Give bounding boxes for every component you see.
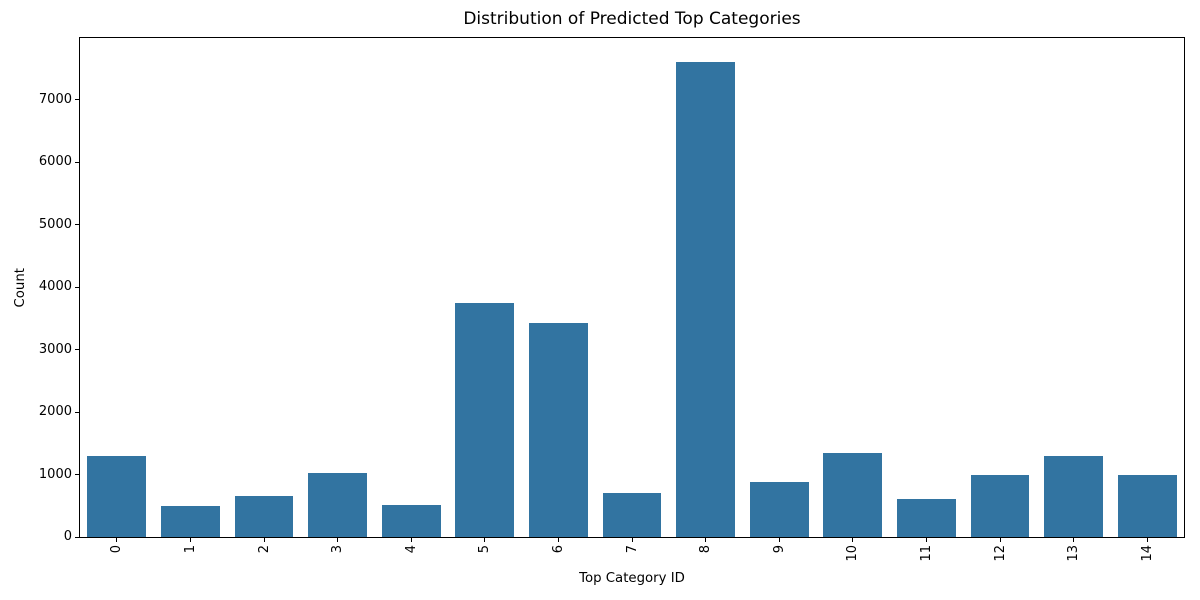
x-tick-label: 4: [403, 545, 419, 554]
bar-category-8: [676, 61, 736, 537]
bar-category-9: [749, 482, 809, 537]
x-tick-mark: [263, 538, 265, 542]
y-tick-label: 7000: [38, 91, 72, 107]
y-tick-label: 6000: [38, 154, 72, 170]
bar-category-11: [896, 498, 956, 537]
x-tick-mark: [631, 538, 633, 542]
y-tick-mark: [75, 99, 79, 101]
y-tick-mark: [75, 224, 79, 226]
y-tick-label: 0: [63, 529, 72, 544]
y-axis-label: Count: [13, 267, 28, 308]
y-tick-label: 3000: [38, 341, 72, 357]
bar-category-0: [87, 456, 147, 537]
bar-category-2: [234, 496, 294, 537]
x-tick-mark: [410, 538, 412, 542]
x-tick-label: 7: [624, 545, 640, 554]
x-tick-mark: [925, 538, 927, 542]
chart-title: Distribution of Predicted Top Categories: [463, 9, 801, 29]
x-tick-mark: [852, 538, 854, 542]
x-tick-mark: [999, 538, 1001, 542]
x-tick-label: 11: [918, 545, 934, 562]
x-tick-mark: [705, 538, 707, 542]
x-tick-label: 10: [845, 545, 861, 562]
bar-category-12: [970, 475, 1030, 537]
x-tick-mark: [484, 538, 486, 542]
x-tick-mark: [337, 538, 339, 542]
x-tick-label: 0: [109, 545, 125, 554]
bar-category-13: [1044, 456, 1104, 537]
plot-area: [79, 37, 1185, 538]
y-tick-label: 2000: [38, 404, 72, 420]
bar-category-1: [160, 505, 220, 537]
x-tick-mark: [116, 538, 118, 542]
x-tick-label: 2: [256, 545, 272, 554]
bar-category-5: [455, 302, 515, 537]
x-axis-label: Top Category ID: [579, 571, 685, 586]
bar-category-4: [381, 504, 441, 537]
x-tick-mark: [1146, 538, 1148, 542]
x-tick-mark: [778, 538, 780, 542]
bar-category-10: [823, 453, 883, 537]
x-tick-mark: [189, 538, 191, 542]
x-tick-mark: [1073, 538, 1075, 542]
y-tick-mark: [75, 349, 79, 351]
y-tick-label: 5000: [38, 216, 72, 232]
x-tick-label: 13: [1066, 545, 1082, 562]
y-tick-label: 4000: [38, 279, 72, 295]
y-tick-mark: [75, 474, 79, 476]
bar-category-3: [308, 473, 368, 537]
bar-category-6: [528, 323, 588, 537]
x-tick-label: 14: [1139, 545, 1155, 562]
y-tick-label: 1000: [38, 466, 72, 482]
x-tick-label: 1: [182, 545, 198, 554]
y-tick-mark: [75, 411, 79, 413]
y-tick-mark: [75, 161, 79, 163]
x-tick-label: 12: [992, 545, 1008, 562]
x-tick-label: 5: [477, 545, 493, 554]
x-tick-label: 9: [771, 545, 787, 554]
x-tick-mark: [557, 538, 559, 542]
y-tick-mark: [75, 536, 79, 538]
bar-category-7: [602, 492, 662, 537]
y-tick-mark: [75, 286, 79, 288]
x-tick-label: 6: [550, 545, 566, 554]
bar-category-14: [1117, 474, 1177, 537]
x-tick-label: 8: [698, 545, 714, 554]
x-tick-label: 3: [330, 545, 346, 554]
